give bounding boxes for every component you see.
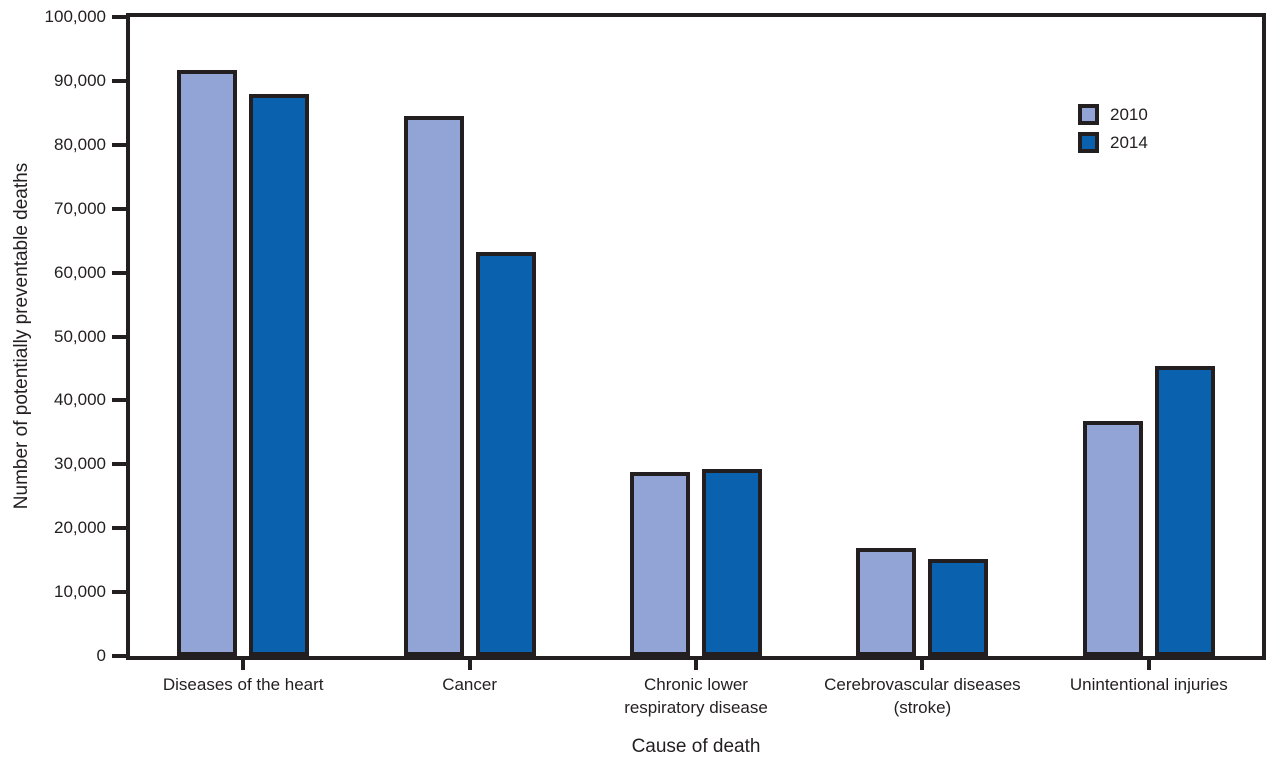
category-label-chronic-lower-respiratory-disease: Chronic lower respiratory disease: [624, 675, 768, 717]
y-tick-mark: [112, 590, 126, 595]
y-tick-mark: [112, 334, 126, 339]
legend-swatch-2014: [1078, 132, 1099, 153]
category-label-diseases-of-the-heart: Diseases of the heart: [162, 675, 324, 694]
bar-2010-unintentional-injuries: [1083, 420, 1143, 656]
legend-item-2010: 2010: [1078, 104, 1148, 125]
legend: 2010 2014: [1078, 104, 1148, 160]
bar-2014-unintentional-injuries: [1155, 366, 1215, 656]
category-label-cancer: Cancer: [442, 675, 497, 694]
bar-2010-diseases-of-the-heart: [177, 69, 237, 656]
category-label-unintentional-injuries: Unintentional injuries: [1069, 675, 1228, 694]
y-tick-label: 100,000: [44, 7, 106, 26]
y-tick-mark: [112, 526, 126, 531]
y-tick-mark: [112, 206, 126, 211]
y-tick-label: 90,000: [54, 70, 106, 90]
bar-2010-chronic-lower-respiratory-disease: [630, 471, 690, 656]
y-tick-label: 80,000: [54, 134, 106, 154]
y-tick-mark: [112, 654, 126, 658]
y-tick-label: 10,000: [54, 582, 106, 602]
legend-label: 2010: [1110, 105, 1148, 124]
bar-2014-diseases-of-the-heart: [249, 94, 309, 656]
y-tick-label: 20,000: [54, 518, 106, 538]
bar-2014-chronic-lower-respiratory-disease: [702, 469, 762, 656]
category-label-cerebrovascular-diseases-stroke: Cerebrovascular diseases (stroke): [824, 675, 1021, 717]
plot-area: 2010 2014: [126, 13, 1266, 660]
bar-2010-cancer: [404, 116, 464, 656]
y-tick-mark: [112, 462, 126, 467]
legend-swatch-2010: [1078, 104, 1099, 125]
y-tick-mark: [112, 398, 126, 403]
x-axis-title: Cause of death: [631, 736, 761, 757]
y-tick-mark: [112, 15, 126, 19]
y-axis-title: Number of potentially preventable deaths: [11, 162, 32, 510]
y-tick-mark: [112, 142, 126, 147]
legend-label: 2014: [1110, 133, 1148, 152]
bar-2010-cerebrovascular-diseases-stroke: [856, 547, 916, 656]
bar-2014-cancer: [476, 252, 536, 656]
y-tick-label: 0: [96, 646, 106, 665]
legend-item-2014: 2014: [1078, 132, 1148, 153]
y-tick-mark: [112, 270, 126, 275]
bars-layer: [130, 17, 1262, 656]
y-tick-mark: [112, 78, 126, 83]
bar-2014-cerebrovascular-diseases-stroke: [928, 559, 988, 656]
